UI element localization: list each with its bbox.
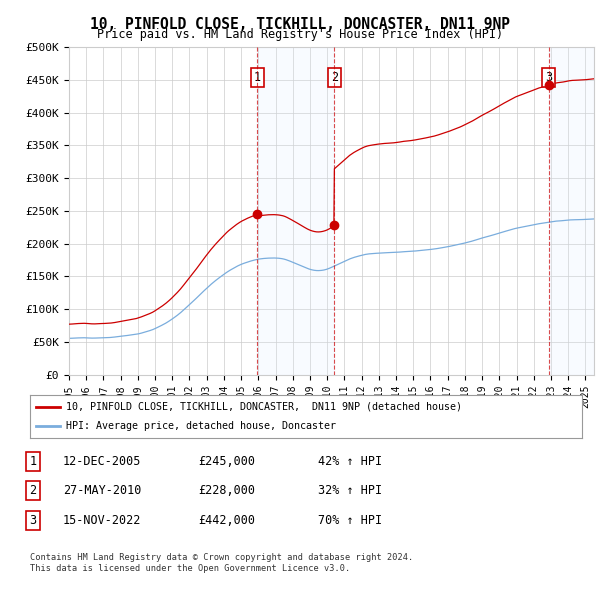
Text: 70% ↑ HPI: 70% ↑ HPI <box>318 514 382 527</box>
Text: 15-NOV-2022: 15-NOV-2022 <box>63 514 142 527</box>
Text: 12-DEC-2005: 12-DEC-2005 <box>63 455 142 468</box>
Text: HPI: Average price, detached house, Doncaster: HPI: Average price, detached house, Donc… <box>66 421 336 431</box>
Text: 1: 1 <box>29 455 37 468</box>
Text: Contains HM Land Registry data © Crown copyright and database right 2024.: Contains HM Land Registry data © Crown c… <box>30 553 413 562</box>
Text: 3: 3 <box>29 514 37 527</box>
Text: 32% ↑ HPI: 32% ↑ HPI <box>318 484 382 497</box>
Text: Price paid vs. HM Land Registry's House Price Index (HPI): Price paid vs. HM Land Registry's House … <box>97 28 503 41</box>
Text: 2: 2 <box>331 71 338 84</box>
Bar <box>257 47 334 375</box>
Text: £245,000: £245,000 <box>198 455 255 468</box>
Text: 10, PINFOLD CLOSE, TICKHILL, DONCASTER, DN11 9NP: 10, PINFOLD CLOSE, TICKHILL, DONCASTER, … <box>90 17 510 31</box>
Text: 3: 3 <box>545 71 553 84</box>
Text: 27-MAY-2010: 27-MAY-2010 <box>63 484 142 497</box>
Text: 2: 2 <box>29 484 37 497</box>
Text: £442,000: £442,000 <box>198 514 255 527</box>
Text: 42% ↑ HPI: 42% ↑ HPI <box>318 455 382 468</box>
Text: £228,000: £228,000 <box>198 484 255 497</box>
Text: 10, PINFOLD CLOSE, TICKHILL, DONCASTER,  DN11 9NP (detached house): 10, PINFOLD CLOSE, TICKHILL, DONCASTER, … <box>66 402 462 412</box>
Text: 1: 1 <box>254 71 261 84</box>
Bar <box>549 47 594 375</box>
Text: This data is licensed under the Open Government Licence v3.0.: This data is licensed under the Open Gov… <box>30 564 350 573</box>
